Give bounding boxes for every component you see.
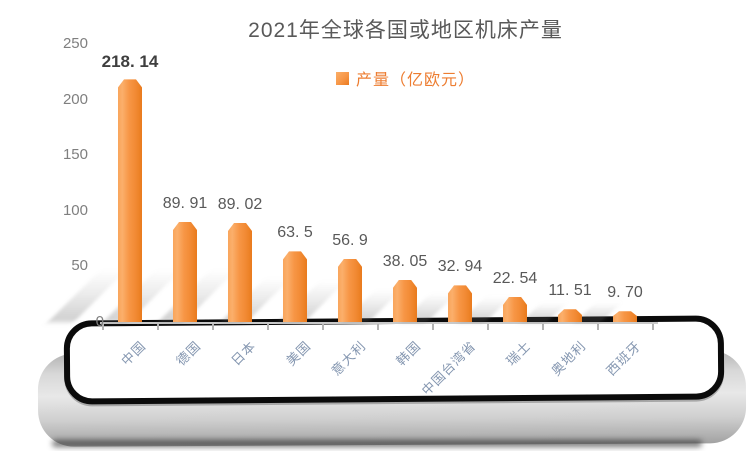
bar-value-label: 11. 51: [548, 282, 592, 300]
bar-value-label: 32. 94: [437, 258, 483, 276]
tick-mark: [212, 324, 214, 330]
platform-shadow: [52, 440, 702, 447]
tick-mark: [157, 324, 159, 330]
bar-value-label: 56. 9: [332, 231, 368, 249]
bar: [338, 258, 362, 322]
bar-value-label: 38. 05: [382, 252, 428, 270]
bar: [228, 223, 252, 322]
bar-value-label: 63. 5: [277, 224, 313, 242]
legend-marker-icon: [335, 71, 349, 85]
bar-value-label: 89. 91: [162, 195, 208, 213]
bar: [173, 222, 197, 322]
y-axis-label: 200: [62, 90, 88, 108]
bar: [613, 311, 637, 322]
bar: [448, 285, 472, 322]
y-axis-label: 100: [62, 201, 88, 219]
category-label: 中国: [118, 338, 149, 369]
tick-mark: [597, 324, 599, 330]
tick-mark: [432, 324, 434, 330]
tick-mark: [542, 324, 544, 330]
tick-mark: [487, 324, 489, 330]
tick-mark: [377, 324, 379, 330]
y-axis-label: 150: [62, 146, 88, 164]
bar-value-label: 22. 54: [492, 269, 538, 287]
bar: [118, 79, 142, 322]
y-axis-label: 250: [62, 35, 88, 52]
y-axis-label: 50: [71, 257, 88, 275]
bar: [503, 296, 527, 322]
tick-mark: [267, 324, 269, 330]
bar: [393, 279, 417, 322]
bar-value-label: 218. 14: [101, 52, 159, 72]
bar-value-label: 89. 02: [217, 196, 263, 213]
bar-value-label: 9. 70: [607, 284, 643, 302]
tick-mark: [322, 324, 324, 330]
chart-title: 2021年全球各国或地区机床产量: [248, 19, 563, 42]
tick-mark: [102, 324, 104, 330]
tick-mark: [652, 324, 654, 330]
bar: [558, 309, 582, 322]
y-axis-label: 0: [95, 313, 104, 330]
axis-line: [100, 322, 658, 324]
legend: 产量（亿欧元）: [60, 66, 751, 90]
legend-label: 产量（亿欧元）: [355, 72, 475, 89]
bar: [283, 251, 307, 322]
